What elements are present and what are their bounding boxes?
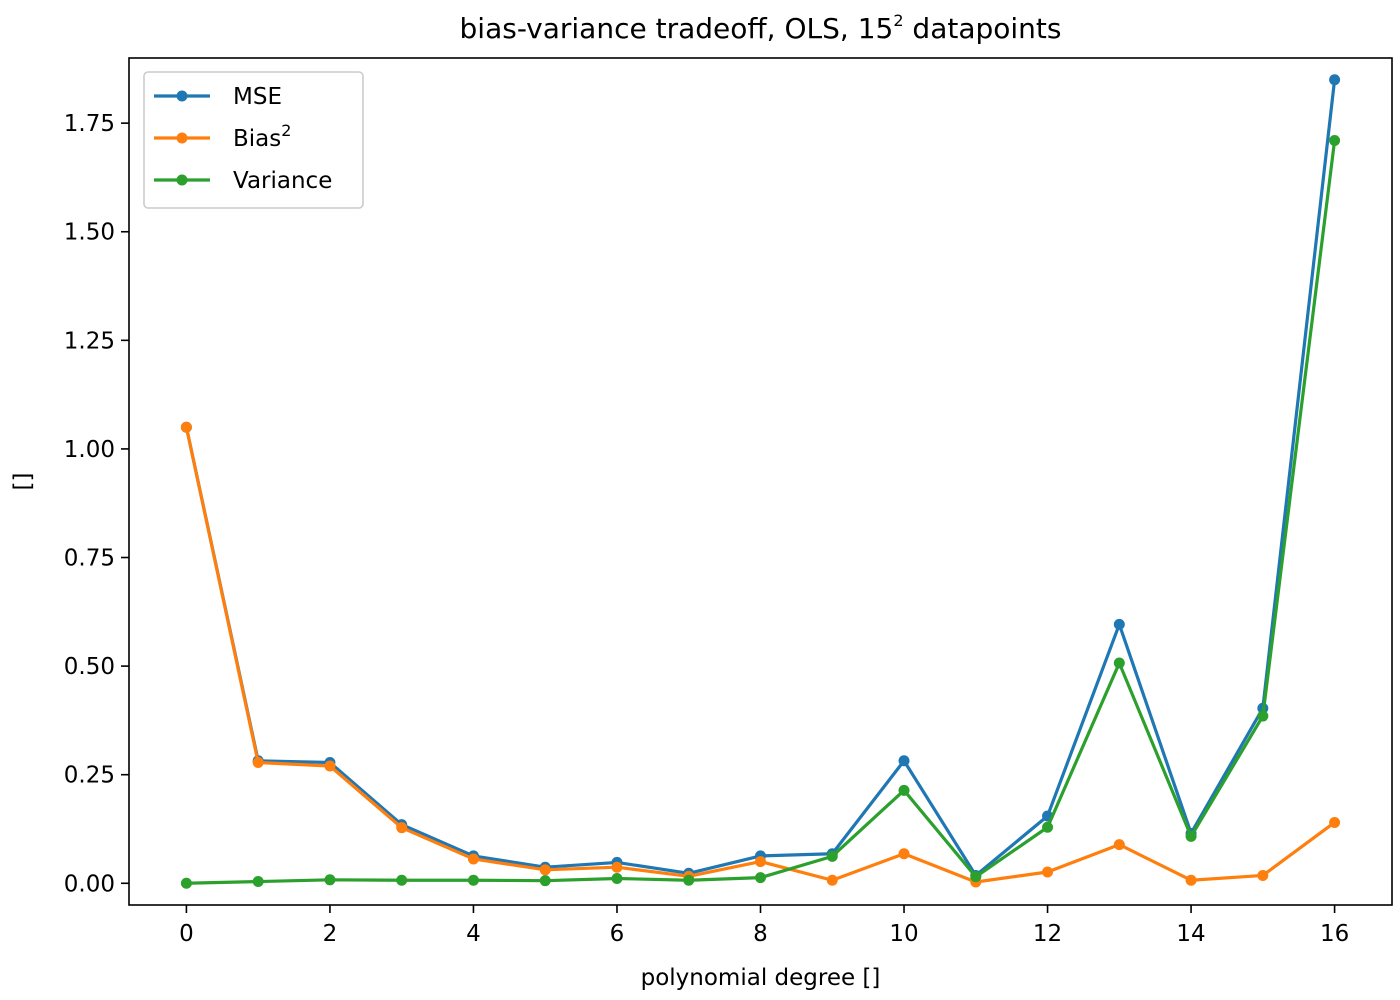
data-point [683,874,695,886]
data-point [396,822,408,834]
y-tick-label: 0.25 [64,763,115,789]
data-point [1329,816,1341,828]
x-tick-label: 12 [1033,921,1062,947]
data-point [826,850,838,862]
chart-title: bias-variance tradeoff, OLS, 152 datapoi… [460,11,1062,45]
data-point [396,874,408,886]
x-tick-label: 16 [1320,921,1349,947]
y-tick-label: 1.00 [64,437,115,463]
data-point [1042,866,1054,878]
data-point [898,784,910,796]
legend-marker [176,174,188,186]
data-point [252,876,264,888]
data-point [467,874,479,886]
data-point [1185,830,1197,842]
data-point [1113,657,1125,669]
x-tick-label: 14 [1176,921,1205,947]
x-tick-label: 6 [610,921,625,947]
data-point [180,877,192,889]
data-point [252,757,264,769]
data-point [467,853,479,865]
data-point [898,755,910,767]
x-tick-label: 8 [753,921,768,947]
series-bias [180,421,1341,888]
plot-area [180,74,1341,889]
legend-item: Variance [154,168,332,194]
chart-title-sup: 2 [893,11,903,30]
y-tick-label: 1.50 [64,220,115,246]
x-axis: 0 2 4 6 8 10 12 14 16 [179,905,1349,947]
legend-label: MSE [233,84,282,110]
x-axis-label: polynomial degree [] [641,965,881,991]
series-line [186,140,1337,885]
x-tick-label: 2 [323,921,338,947]
series-line [184,426,1336,884]
data-point [539,864,551,876]
data-point [611,873,623,885]
y-tick-label: 0.00 [64,871,115,897]
legend-marker [176,132,188,144]
legend: MSE Bias2 Variance [143,71,364,209]
data-point [1257,710,1269,722]
data-point [1329,135,1341,147]
data-point [1329,74,1341,86]
data-point [1113,839,1125,851]
data-point [826,874,838,886]
data-point [970,871,982,883]
y-tick-label: 0.50 [64,654,115,680]
data-point [1185,874,1197,886]
y-tick-label: 0.75 [64,546,115,572]
data-point [180,421,192,433]
data-point [324,874,336,886]
data-point [1113,618,1125,630]
data-point [755,872,766,884]
y-tick-label: 1.75 [64,111,115,137]
data-point [611,861,623,873]
legend-item: MSE [154,84,282,110]
data-point [755,856,766,868]
y-tick-label: 1.25 [64,328,115,354]
legend-label: Bias2 [233,121,291,152]
legend-box [143,71,364,209]
data-point [324,760,336,772]
legend-label: Variance [233,168,332,194]
y-axis-label: [] [10,473,36,491]
legend-item: Bias2 [154,121,291,152]
legend-marker [176,90,188,102]
y-axis: 0.00 0.25 0.50 0.75 1.00 1.25 1.50 1.75 [64,111,129,897]
x-tick-label: 10 [889,921,918,947]
x-tick-label: 0 [179,921,194,947]
chart-title-main: bias-variance tradeoff, OLS, 15 [460,12,894,45]
chart-title-suffix: datapoints [904,12,1062,45]
data-point [539,875,551,887]
data-point [898,848,910,860]
series-variance [180,135,1341,889]
data-point [1257,869,1269,881]
x-tick-label: 4 [466,921,481,947]
data-point [1042,821,1054,833]
